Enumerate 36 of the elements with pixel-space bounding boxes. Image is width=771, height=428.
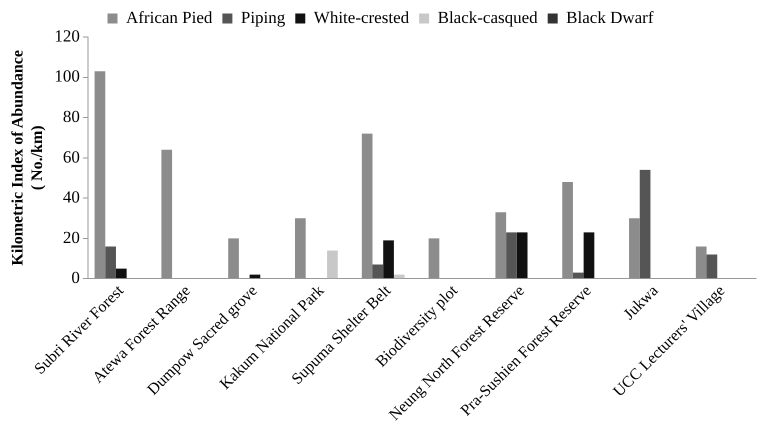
y-tick-label: 120	[54, 26, 80, 46]
legend-label: Black Dwarf	[566, 8, 654, 27]
legend-label: White-crested	[314, 8, 410, 27]
bar	[116, 268, 127, 278]
bar	[394, 274, 405, 278]
bar	[250, 274, 260, 278]
y-tick-label: 100	[54, 66, 80, 86]
bar	[629, 218, 640, 278]
y-tick-label: 80	[62, 107, 80, 126]
bar	[327, 250, 338, 278]
bar	[495, 212, 506, 278]
legend-label: Piping	[240, 8, 286, 27]
bar	[362, 134, 373, 278]
y-tick-label: 0	[71, 268, 80, 288]
bar	[94, 71, 106, 278]
bar	[295, 218, 306, 278]
bar	[372, 264, 384, 278]
bar	[562, 182, 573, 278]
legend-label: African Pied	[126, 8, 213, 27]
bar	[516, 232, 528, 278]
y-axis-title: Kilometric Index of Abundance ( No./km)	[10, 50, 46, 266]
bar	[428, 238, 440, 278]
bar	[383, 240, 394, 278]
y-tick-label: 40	[62, 188, 80, 207]
bar	[506, 232, 517, 278]
bar	[706, 254, 718, 278]
y-tick-label: 20	[62, 228, 80, 247]
bar	[640, 170, 650, 278]
bar	[572, 272, 584, 278]
legend-label: Black-casqued	[438, 8, 538, 27]
bar	[584, 232, 594, 278]
bar	[105, 246, 116, 278]
bar	[228, 238, 239, 278]
bar	[696, 246, 707, 278]
y-tick-label: 60	[62, 147, 80, 166]
bar	[161, 150, 172, 278]
